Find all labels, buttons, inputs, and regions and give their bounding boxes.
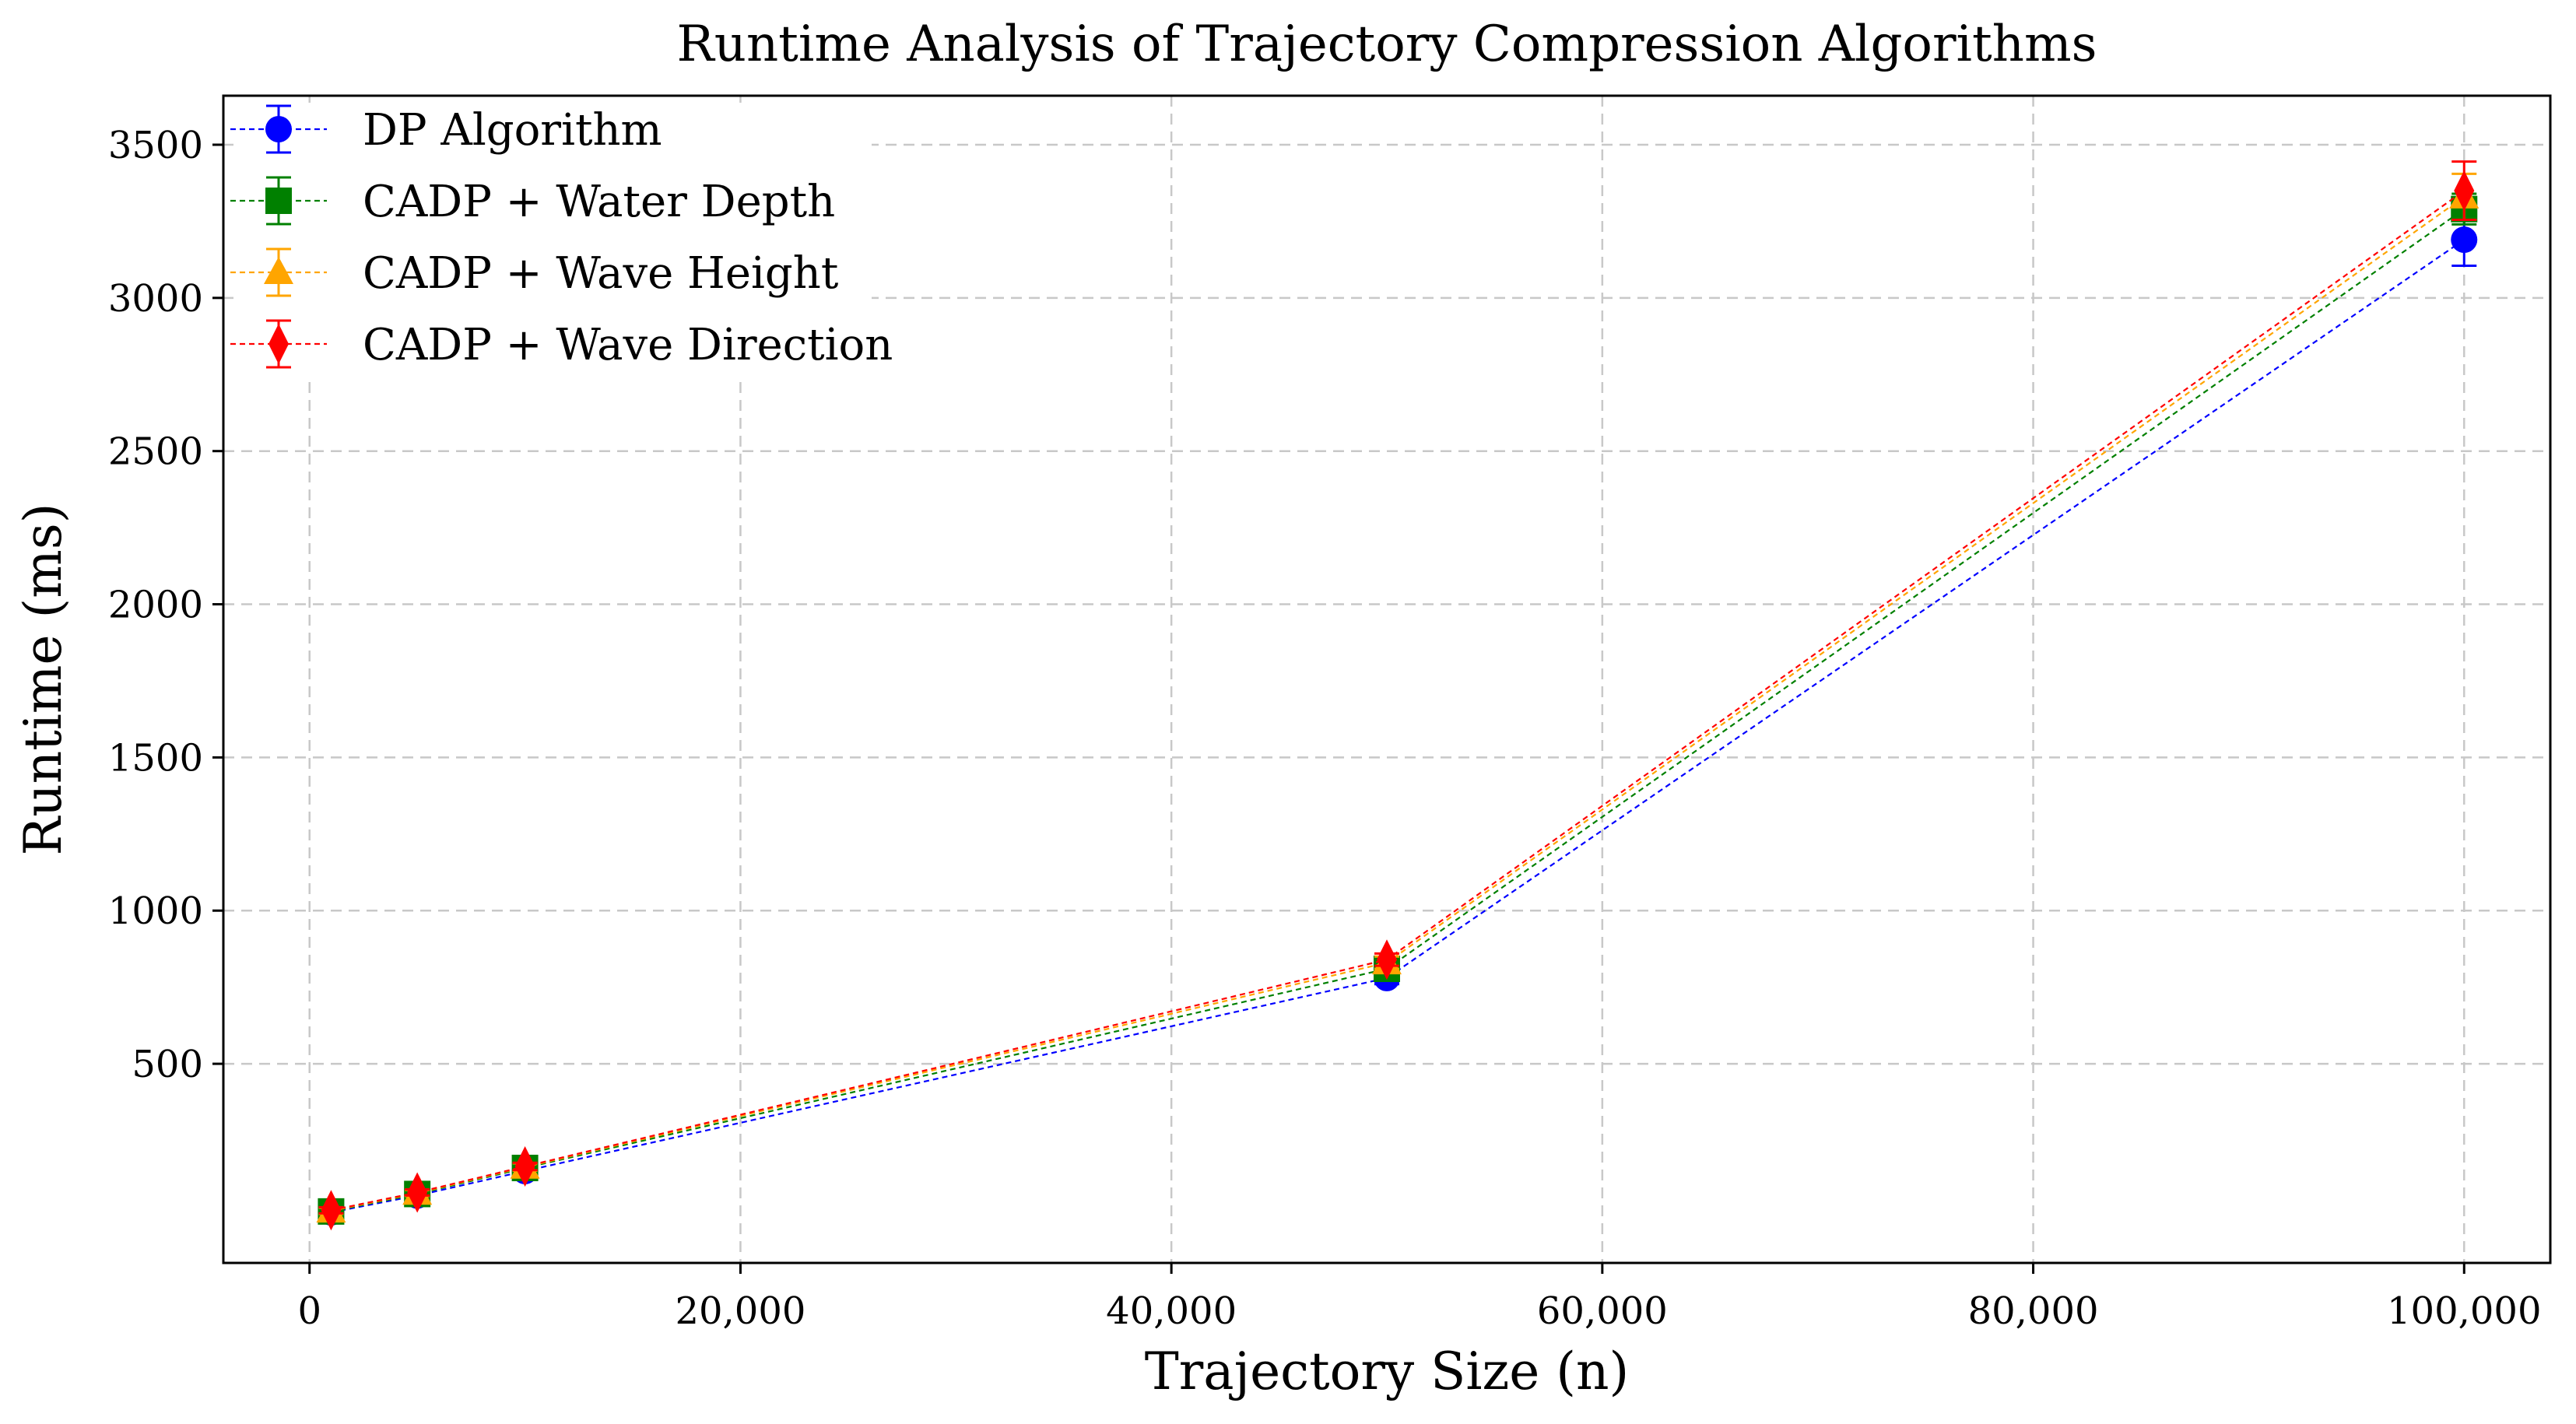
x-tick-label: 20,000 xyxy=(675,1289,805,1333)
y-tick-label: 1000 xyxy=(108,889,203,933)
legend-entry: CADP + Wave Height xyxy=(230,247,839,299)
legend-entry: CADP + Wave Direction xyxy=(230,319,893,370)
legend-marker xyxy=(265,116,292,142)
legend-label: CADP + Wave Height xyxy=(363,248,839,299)
data-point xyxy=(407,1172,428,1213)
y-tick-label: 2500 xyxy=(108,430,203,474)
series-diamond xyxy=(318,160,2477,1231)
data-point xyxy=(514,1145,535,1187)
legend-marker xyxy=(268,324,289,364)
data-point xyxy=(321,1190,342,1231)
legend: DP Algorithm CADP + Water Depth CADP + Wav… xyxy=(230,103,893,375)
legend-label: CADP + Wave Direction xyxy=(363,320,893,370)
tick-layer: 0 20,000 40,000 60,000 80,000 100,000 500 1000 1… xyxy=(108,124,2542,1333)
y-axis-label: Runtime (ms) xyxy=(13,503,73,856)
plot-frame xyxy=(222,94,2552,1264)
x-tick-label: 80,000 xyxy=(1968,1289,2099,1333)
series-line xyxy=(331,239,2465,1214)
y-tick-label: 1500 xyxy=(108,736,203,780)
legend-label: CADP + Water Depth xyxy=(363,177,835,227)
legend-label: DP Algorithm xyxy=(363,105,662,156)
x-tick-label: 0 xyxy=(297,1289,321,1333)
legend-box xyxy=(233,103,872,375)
x-tick-label: 40,000 xyxy=(1106,1289,1237,1333)
legend-entry: CADP + Water Depth xyxy=(230,176,835,227)
legend-marker xyxy=(265,188,292,214)
y-tick-label: 500 xyxy=(132,1043,203,1086)
x-tick-label: 60,000 xyxy=(1537,1289,1668,1333)
data-point xyxy=(1377,939,1397,980)
x-tick-label: 100,000 xyxy=(2387,1289,2542,1333)
grid-layer xyxy=(223,96,2550,1263)
data-point xyxy=(2451,226,2478,254)
legend-marker xyxy=(264,257,293,284)
legend-entry: DP Algorithm xyxy=(230,104,662,156)
data-point xyxy=(2454,170,2475,212)
y-tick-label: 3000 xyxy=(108,277,203,321)
chart-title: Runtime Analysis of Trajectory Compressi… xyxy=(677,16,2097,73)
y-tick-label: 3500 xyxy=(108,124,203,167)
series-layer xyxy=(316,160,2479,1231)
y-tick-label: 2000 xyxy=(108,584,203,627)
x-axis-label: Trajectory Size (n) xyxy=(1145,1342,1630,1401)
